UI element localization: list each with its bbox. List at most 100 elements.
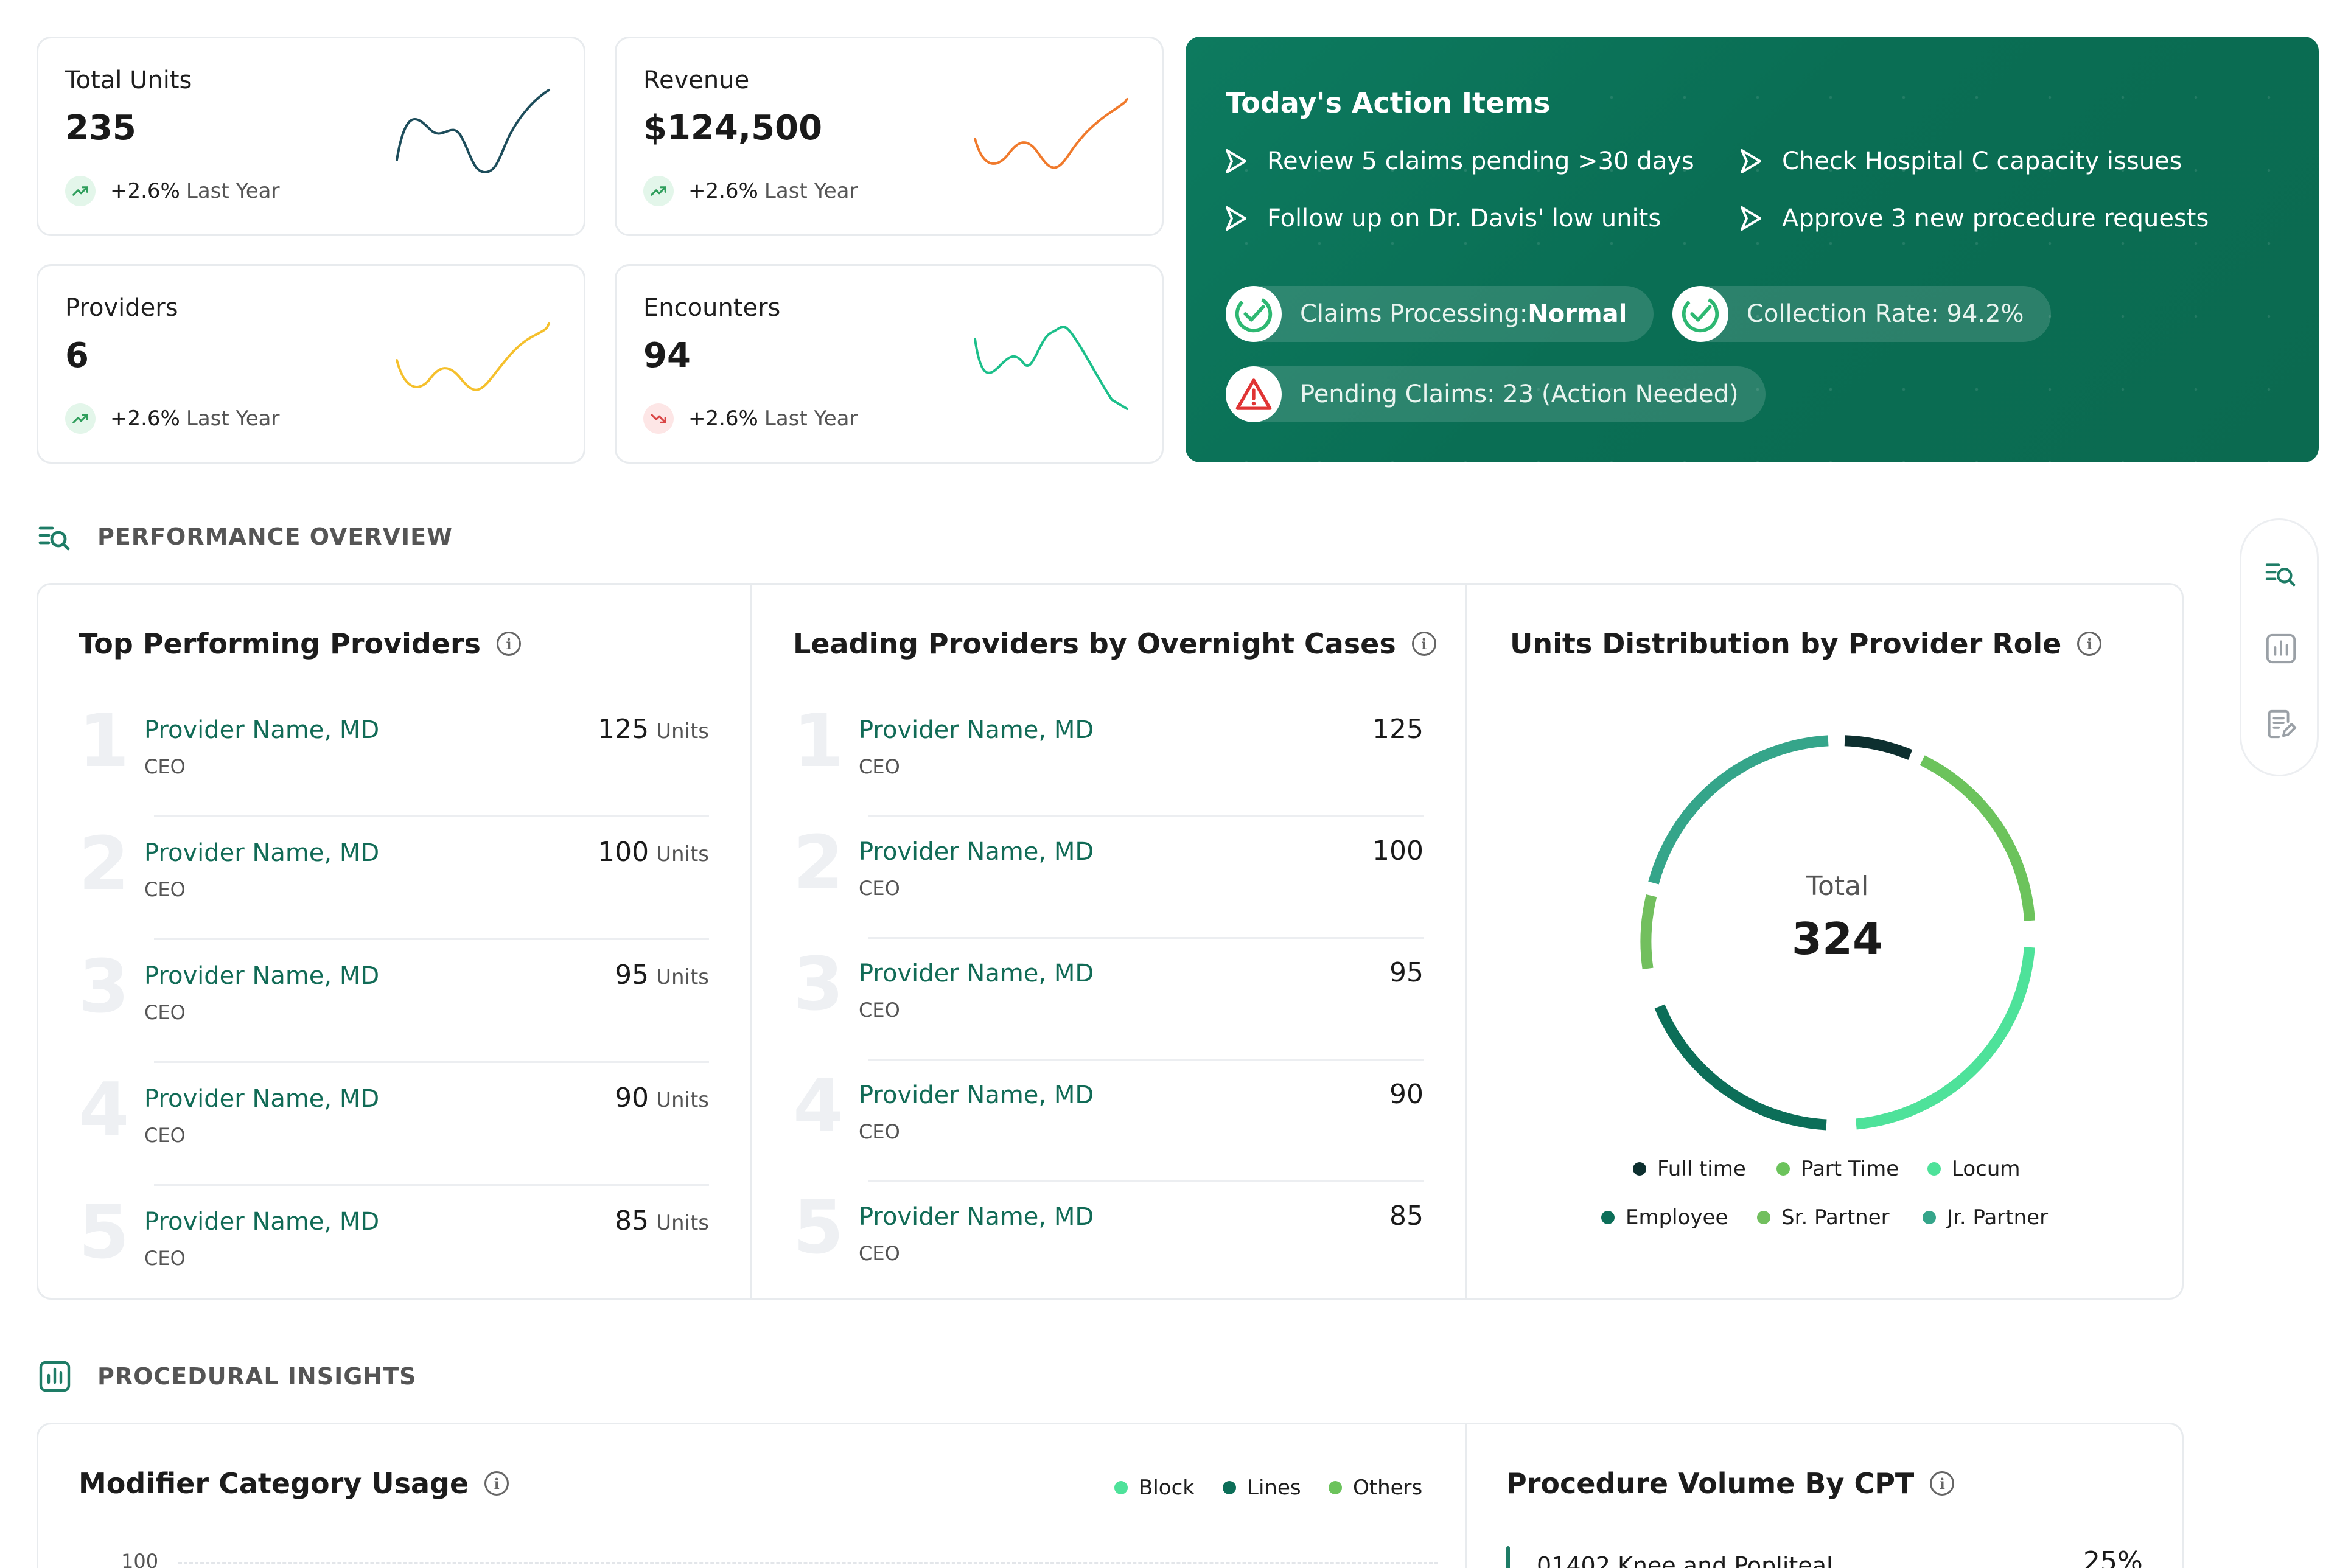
status-pill-claims-processing[interactable]: Claims Processing: Normal	[1226, 286, 1654, 342]
rank-number: 1	[793, 699, 844, 784]
info-icon[interactable]: i	[1411, 632, 1436, 656]
action-item[interactable]: Approve 3 new procedure requests	[1741, 204, 2209, 232]
donut-segment-employee[interactable]	[1654, 1004, 1827, 1131]
units-value: 85	[615, 1205, 649, 1236]
overnight-cases-value: 85	[1389, 1200, 1424, 1232]
overnight-cases-value: 90	[1389, 1079, 1424, 1110]
provider-row[interactable]: 4 Provider Name, MD CEO 90 Units	[79, 1063, 709, 1186]
provider-role: CEO	[859, 877, 900, 900]
status-label: Collection Rate: 94.2%	[1747, 300, 2024, 328]
info-icon[interactable]: i	[1930, 1471, 1955, 1496]
donut-segment-full-time[interactable]	[1844, 735, 1913, 760]
provider-row[interactable]: 3 Provider Name, MD CEO 95 Units	[79, 940, 709, 1063]
sparkline-chart	[396, 322, 550, 391]
status-pill-pending-claims[interactable]: Pending Claims: 23 (Action Needed)	[1226, 366, 1766, 422]
list-search-icon[interactable]	[2265, 557, 2297, 590]
send-arrow-icon	[1741, 206, 1761, 231]
provider-role: CEO	[144, 878, 186, 901]
action-item-text: Review 5 claims pending >30 days	[1267, 147, 1694, 175]
stat-card-total-units[interactable]: Total Units 235 +2.6% Last Year	[37, 37, 585, 236]
sparkline-chart	[396, 89, 550, 174]
action-item-text: Approve 3 new procedure requests	[1782, 204, 2209, 232]
overnight-cases-value: 100	[1372, 835, 1424, 866]
panel-title-overnight-cases: Leading Providers by Overnight Cases i	[793, 627, 1436, 660]
rank-number: 4	[793, 1064, 844, 1149]
info-icon[interactable]: i	[484, 1471, 509, 1496]
legend-item[interactable]: Locum	[1927, 1157, 2021, 1181]
stat-card-providers[interactable]: Providers 6 +2.6% Last Year	[37, 264, 585, 464]
provider-role: CEO	[144, 1001, 186, 1024]
row-divider	[154, 1184, 709, 1186]
action-item[interactable]: Review 5 claims pending >30 days	[1226, 147, 1694, 175]
stat-value: $124,500	[643, 108, 823, 148]
cpt-row-label[interactable]: 01402 Knee and Popliteal	[1537, 1552, 1833, 1568]
trend-label: Last Year	[764, 406, 858, 431]
legend-item[interactable]: Part Time	[1776, 1157, 1899, 1181]
stat-title: Encounters	[643, 294, 781, 322]
rank-number: 2	[793, 821, 844, 905]
stat-trend: +2.6% Last Year	[65, 176, 280, 206]
trend-percent: +2.6%	[688, 179, 758, 203]
panel-title-procedure-cpt: Procedure Volume By CPT i	[1506, 1467, 1955, 1500]
donut-segment-sr-partner-main[interactable]	[1640, 894, 1657, 970]
list-search-icon	[37, 518, 73, 555]
legend-item[interactable]: Employee	[1601, 1205, 1728, 1230]
provider-row[interactable]: 4 Provider Name, MD CEO 90	[793, 1059, 1424, 1182]
provider-row[interactable]: 2 Provider Name, MD CEO 100 Units	[79, 817, 709, 940]
check-circle-icon	[1672, 286, 1728, 342]
provider-row[interactable]: 2 Provider Name, MD CEO 100	[793, 816, 1424, 939]
row-divider	[154, 815, 709, 817]
row-divider	[868, 937, 1424, 939]
stat-card-encounters[interactable]: Encounters 94 +2.6% Last Year	[615, 264, 1164, 464]
provider-row[interactable]: 3 Provider Name, MD CEO 95	[793, 938, 1424, 1061]
action-item[interactable]: Follow up on Dr. Davis' low units	[1226, 204, 1661, 232]
units-donut-chart[interactable]	[1624, 720, 2050, 1146]
provider-units: 100 Units	[598, 837, 709, 868]
legend-item[interactable]: Block	[1114, 1476, 1195, 1500]
action-items-panel: Today's Action Items Review 5 claims pen…	[1186, 37, 2319, 462]
provider-name: Provider Name, MD	[144, 1208, 380, 1236]
trend-label: Last Year	[186, 406, 280, 431]
provider-row[interactable]: 5 Provider Name, MD CEO 85 Units	[79, 1186, 709, 1309]
provider-row[interactable]: 1 Provider Name, MD CEO 125	[793, 694, 1424, 817]
info-icon[interactable]: i	[497, 632, 522, 656]
legend-item[interactable]: Jr. Partner	[1923, 1205, 2048, 1230]
provider-row[interactable]: 5 Provider Name, MD CEO 85	[793, 1181, 1424, 1304]
provider-role: CEO	[859, 755, 900, 778]
donut-segment-part-time[interactable]	[1920, 755, 2035, 921]
sparkline-chart	[974, 326, 1128, 410]
action-item[interactable]: Check Hospital C capacity issues	[1741, 147, 2182, 175]
panel-title-text: Modifier Category Usage	[79, 1467, 469, 1500]
provider-role: CEO	[859, 998, 900, 1022]
legend-item[interactable]: Sr. Partner	[1757, 1205, 1890, 1230]
legend-item[interactable]: Lines	[1223, 1476, 1301, 1500]
provider-role: CEO	[144, 1247, 186, 1270]
donut-segment-jr-partner[interactable]	[1648, 735, 1829, 885]
stat-title: Total Units	[65, 66, 192, 94]
status-pill-collection-rate[interactable]: Collection Rate: 94.2%	[1672, 286, 2051, 342]
legend-item[interactable]: Full time	[1633, 1157, 1746, 1181]
legend-dot	[1114, 1481, 1128, 1494]
stat-card-revenue[interactable]: Revenue $124,500 +2.6% Last Year	[615, 37, 1164, 236]
legend-label: Block	[1139, 1476, 1195, 1500]
status-label: Pending Claims: 23 (Action Needed)	[1300, 380, 1739, 408]
stat-title: Revenue	[643, 66, 750, 94]
legend-dot	[1923, 1211, 1936, 1224]
chart-icon[interactable]	[2265, 632, 2297, 665]
row-divider	[868, 1180, 1424, 1182]
info-icon[interactable]: i	[2077, 632, 2102, 656]
units-label: Units	[656, 1211, 709, 1235]
column-divider	[750, 585, 752, 1298]
send-arrow-icon	[1226, 149, 1246, 173]
stat-trend: +2.6% Last Year	[643, 176, 858, 206]
legend-item[interactable]: Others	[1329, 1476, 1422, 1500]
donut-center-label: Total	[1806, 871, 1869, 902]
section-title: PROCEDURAL INSIGHTS	[97, 1363, 417, 1390]
document-edit-icon[interactable]	[2265, 708, 2297, 740]
units-label: Units	[656, 965, 709, 989]
provider-row[interactable]: 1 Provider Name, MD CEO 125 Units	[79, 694, 709, 817]
panel-title-text: Units Distribution by Provider Role	[1510, 627, 2062, 660]
trend-percent: +2.6%	[688, 406, 758, 431]
donut-segment-locum[interactable]	[1856, 947, 2035, 1130]
legend-dot	[1757, 1211, 1770, 1224]
